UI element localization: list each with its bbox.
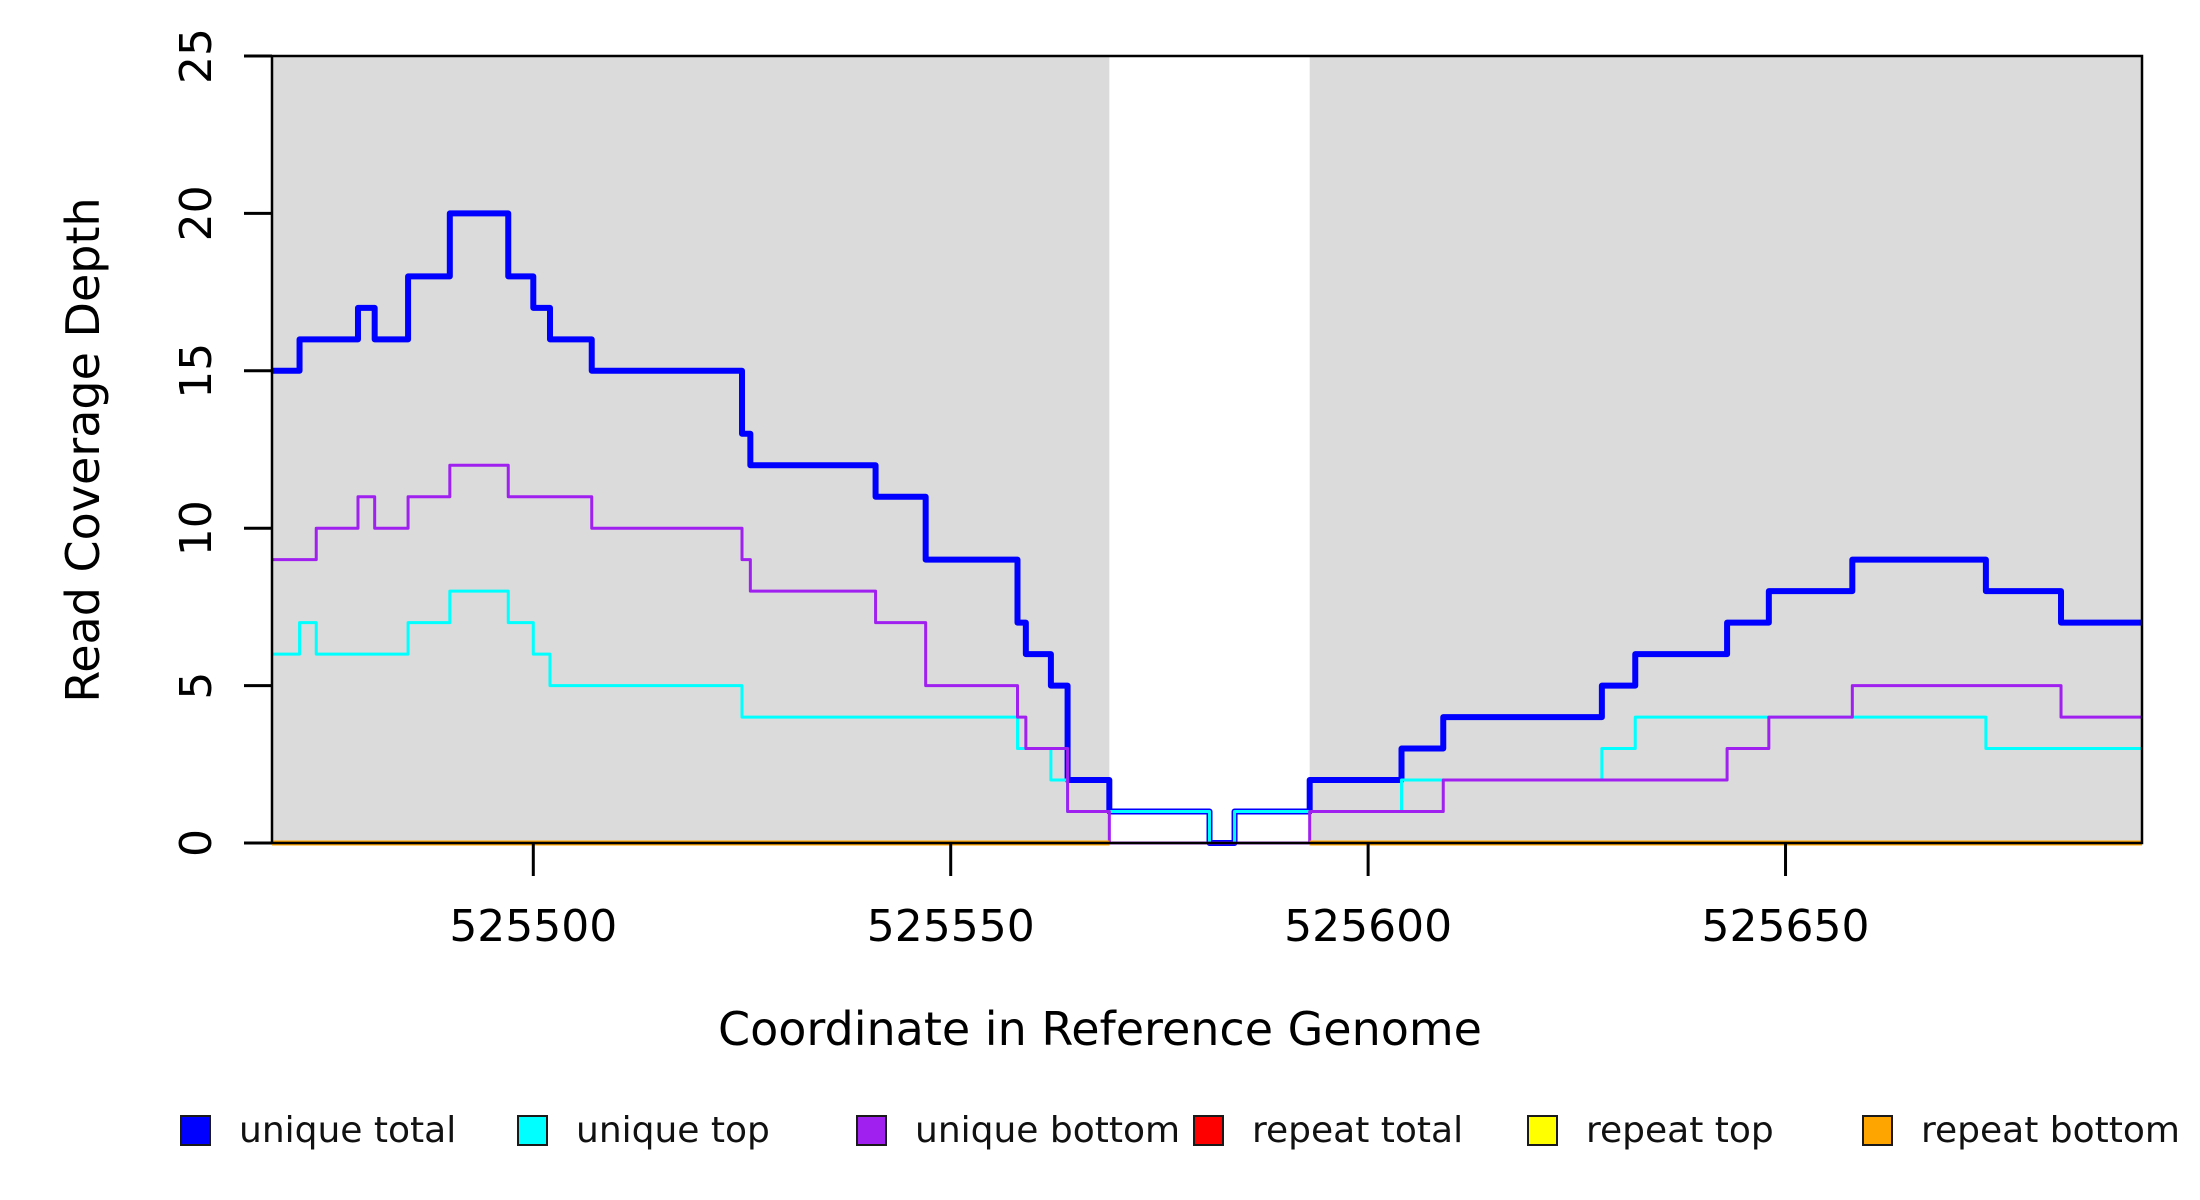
legend-label: repeat bottom	[1921, 1109, 2180, 1151]
x-axis-label: Coordinate in Reference Genome	[718, 1002, 1482, 1056]
x-tick-label: 525650	[1702, 901, 1870, 952]
series-line-unique-top	[272, 589, 2142, 845]
legend-label: repeat total	[1252, 1109, 1464, 1151]
legend-item-unique-bottom: unique bottom	[856, 1103, 1180, 1157]
series-line-unique-bottom	[272, 463, 2142, 845]
x-tick-label: 525500	[449, 901, 617, 952]
legend-swatch-unique-total	[180, 1114, 211, 1146]
y-axis-label: Read Coverage Depth	[56, 197, 110, 703]
x-tick-label: 525600	[1284, 901, 1452, 952]
right-shaded-region	[1309, 56, 2142, 843]
legend-item-unique-top: unique top	[517, 1103, 770, 1157]
legend-item-repeat-bottom: repeat bottom	[1862, 1103, 2180, 1157]
legend-swatch-repeat-top	[1527, 1114, 1558, 1146]
legend: unique total unique top unique bottom repea…	[0, 1103, 2200, 1163]
y-tick-label: 10	[171, 500, 222, 556]
legend-item-repeat-top: repeat top	[1527, 1103, 1774, 1157]
left-shaded-region	[272, 56, 1110, 843]
legend-swatch-repeat-total	[1193, 1114, 1224, 1146]
legend-label: unique total	[239, 1109, 457, 1151]
legend-label: unique top	[576, 1109, 770, 1151]
y-tick-label: 25	[171, 28, 222, 84]
y-tick-label: 5	[171, 672, 222, 700]
legend-label: repeat top	[1586, 1109, 1774, 1151]
y-tick-label: 20	[171, 185, 222, 241]
legend-label: unique bottom	[915, 1109, 1181, 1151]
legend-item-unique-total: unique total	[180, 1103, 456, 1157]
plot-frame	[270, 54, 2144, 845]
y-tick-label: 0	[171, 829, 222, 857]
legend-item-repeat-total: repeat total	[1193, 1103, 1463, 1157]
y-tick-label: 15	[171, 343, 222, 399]
x-tick-label: 525550	[867, 901, 1035, 952]
legend-swatch-unique-top	[517, 1114, 548, 1146]
series-line-unique-total	[272, 210, 2142, 846]
legend-swatch-unique-bottom	[856, 1114, 887, 1146]
legend-swatch-repeat-bottom	[1862, 1114, 1893, 1146]
